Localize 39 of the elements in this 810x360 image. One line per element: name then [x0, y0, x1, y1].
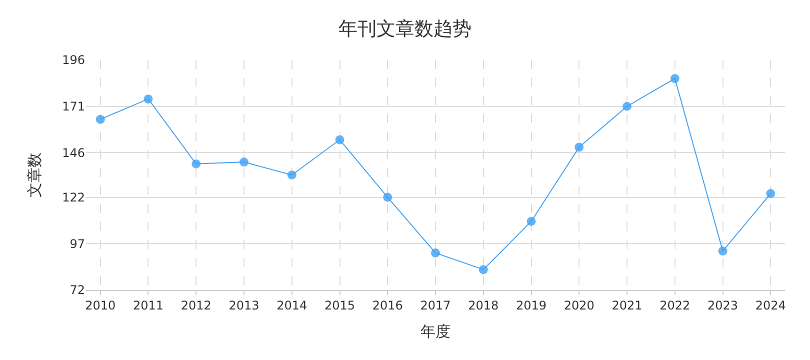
point [335, 135, 344, 144]
point [383, 192, 392, 202]
x-tick-label: 2022 [660, 298, 690, 312]
x-tick-label: 2020 [564, 298, 594, 312]
point [96, 114, 105, 124]
point [431, 248, 440, 258]
point [478, 265, 488, 274]
x-tick-label: 2017 [420, 298, 451, 312]
y-tick-label: 171 [62, 100, 85, 114]
point [574, 142, 584, 152]
y-tick-label: 97 [70, 236, 85, 251]
x-tick-label: 2016 [372, 298, 403, 312]
x-tick-label: 2013 [228, 298, 260, 312]
x-tick-label: 2024 [755, 298, 786, 312]
y-axis-title: 文章数 [25, 152, 44, 198]
x-axis-title: 年度 [420, 322, 450, 340]
x-tick-label: 2021 [612, 298, 642, 312]
chart-title: 年刊文章数趋势 [338, 18, 472, 40]
x-tick-label: 2014 [276, 298, 308, 312]
x-tick-label: 2010 [85, 298, 116, 312]
point [766, 189, 776, 198]
point [144, 94, 153, 104]
x-tick-label: 2011 [132, 298, 164, 312]
point [287, 170, 296, 180]
x-tick-label: 2015 [324, 298, 356, 312]
point [239, 158, 248, 167]
x-tick-label: 2019 [516, 298, 547, 312]
y-tick-label: 72 [70, 283, 85, 298]
x-tick-label: 2018 [468, 298, 499, 312]
point [670, 74, 680, 84]
point [526, 216, 536, 226]
point [622, 102, 632, 111]
x-tick-label: 2023 [707, 298, 738, 312]
point [718, 246, 728, 256]
x-tick-label: 2012 [180, 298, 212, 312]
point [192, 159, 201, 168]
y-tick-label: 122 [62, 190, 85, 204]
y-tick-label: 196 [62, 53, 85, 68]
y-tick-label: 146 [62, 146, 85, 160]
